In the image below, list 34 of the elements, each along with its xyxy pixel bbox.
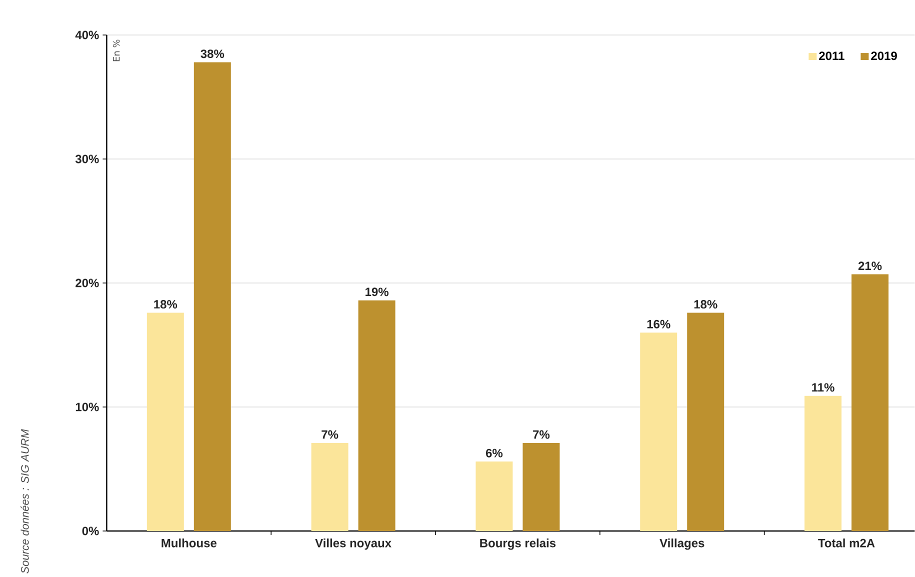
x-tick-label: Bourgs relais (480, 538, 556, 550)
data-label: 18% (694, 300, 718, 309)
bar (311, 442, 348, 531)
y-tick-label: 30% (75, 154, 99, 164)
data-label: 19% (366, 288, 388, 296)
x-tick-label: Villes noyaux (315, 538, 392, 550)
bar (522, 442, 560, 531)
x-tick-label: Mulhouse (162, 538, 216, 548)
bar (804, 396, 842, 531)
y-tick-label: 10% (76, 402, 99, 412)
data-label: 16% (647, 320, 670, 328)
y-tick-label: 20% (76, 278, 99, 288)
bar (358, 300, 396, 531)
data-label: 38% (200, 50, 224, 58)
x-tick-label: Total m2A (818, 538, 875, 548)
bar (640, 332, 678, 531)
data-label: 7% (322, 430, 338, 439)
legend-label: 2011 (819, 52, 844, 60)
bar (687, 312, 724, 531)
bar (852, 274, 889, 531)
bar (476, 462, 513, 531)
data-label: 6% (486, 448, 503, 458)
data-label: 7% (533, 430, 550, 439)
y-tick-label: 0% (82, 526, 99, 536)
y-tick-label: 40% (75, 30, 99, 40)
data-label: 18% (154, 300, 178, 309)
bar (146, 312, 184, 531)
annotation: En % (112, 40, 120, 62)
data-label: 11% (812, 383, 834, 392)
x-tick-label: Villages (660, 538, 704, 550)
legend-label: 2019 (871, 52, 897, 60)
source-note: Source données : SIG AURM (20, 429, 29, 574)
data-label: 21% (858, 262, 882, 270)
bar (194, 62, 231, 531)
